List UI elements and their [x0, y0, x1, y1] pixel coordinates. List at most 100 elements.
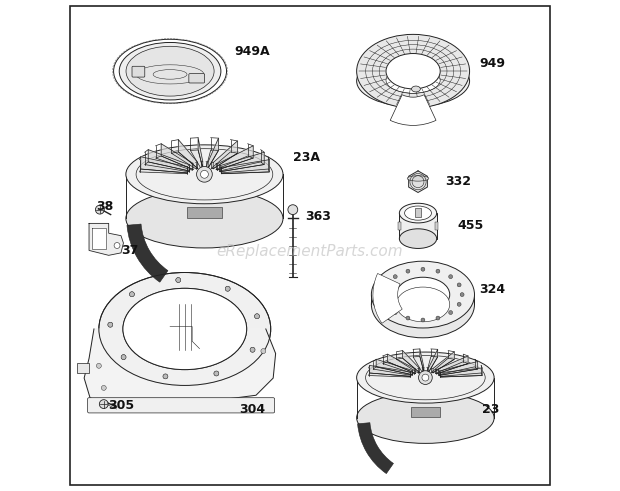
Bar — [399, 213, 436, 239]
Circle shape — [421, 267, 425, 271]
Polygon shape — [89, 223, 123, 255]
Wedge shape — [373, 273, 402, 323]
Polygon shape — [383, 362, 415, 374]
Circle shape — [200, 170, 208, 178]
Text: 23: 23 — [482, 404, 499, 416]
Polygon shape — [440, 368, 482, 377]
Polygon shape — [435, 362, 468, 374]
Circle shape — [457, 283, 461, 287]
Circle shape — [197, 166, 212, 182]
Polygon shape — [161, 144, 193, 169]
Text: 324: 324 — [479, 283, 505, 296]
Ellipse shape — [356, 34, 469, 108]
Polygon shape — [144, 162, 190, 172]
Polygon shape — [369, 373, 410, 377]
Circle shape — [393, 274, 397, 278]
Ellipse shape — [386, 67, 440, 93]
Text: 305: 305 — [108, 399, 134, 411]
Circle shape — [418, 371, 432, 384]
Polygon shape — [190, 150, 203, 168]
Polygon shape — [413, 356, 424, 372]
Circle shape — [95, 205, 104, 214]
Circle shape — [101, 385, 106, 390]
Polygon shape — [376, 359, 412, 375]
Polygon shape — [420, 349, 424, 372]
Polygon shape — [179, 139, 198, 168]
Ellipse shape — [99, 273, 271, 385]
Circle shape — [436, 269, 440, 273]
Polygon shape — [198, 137, 203, 168]
Polygon shape — [92, 228, 106, 249]
FancyBboxPatch shape — [132, 66, 145, 77]
Polygon shape — [218, 146, 253, 170]
FancyBboxPatch shape — [189, 74, 205, 83]
Polygon shape — [440, 373, 482, 377]
Circle shape — [255, 314, 259, 319]
Circle shape — [422, 374, 429, 381]
Polygon shape — [409, 171, 427, 192]
Circle shape — [163, 374, 168, 379]
Ellipse shape — [407, 176, 429, 181]
Circle shape — [225, 286, 230, 291]
Circle shape — [393, 311, 397, 315]
Circle shape — [176, 277, 181, 282]
Ellipse shape — [396, 287, 450, 322]
Polygon shape — [140, 169, 188, 174]
Circle shape — [449, 311, 453, 315]
Polygon shape — [388, 354, 415, 373]
Text: 332: 332 — [445, 175, 471, 188]
Polygon shape — [141, 157, 188, 173]
Polygon shape — [436, 356, 468, 374]
Ellipse shape — [113, 39, 226, 103]
Text: 38: 38 — [97, 200, 113, 213]
Polygon shape — [427, 356, 438, 372]
Circle shape — [108, 322, 113, 327]
Polygon shape — [428, 349, 438, 372]
Text: 304: 304 — [239, 404, 265, 416]
Circle shape — [261, 349, 266, 354]
Ellipse shape — [371, 271, 474, 338]
Circle shape — [99, 400, 108, 409]
Circle shape — [130, 292, 135, 297]
Ellipse shape — [119, 43, 221, 100]
Polygon shape — [220, 152, 264, 172]
Circle shape — [385, 283, 389, 287]
Text: 363: 363 — [305, 210, 331, 222]
Bar — [77, 363, 89, 373]
Circle shape — [406, 316, 410, 320]
Circle shape — [108, 322, 113, 327]
Text: 37: 37 — [121, 244, 138, 257]
Circle shape — [250, 347, 255, 352]
Polygon shape — [432, 358, 454, 373]
Polygon shape — [219, 162, 264, 172]
Polygon shape — [171, 152, 198, 169]
Circle shape — [214, 371, 219, 376]
Polygon shape — [221, 160, 269, 174]
Circle shape — [288, 205, 298, 215]
Ellipse shape — [126, 145, 283, 204]
Circle shape — [385, 302, 389, 306]
Text: 455: 455 — [458, 219, 484, 232]
Bar — [410, 407, 440, 417]
Polygon shape — [370, 365, 410, 377]
Ellipse shape — [356, 55, 469, 107]
FancyBboxPatch shape — [87, 398, 275, 413]
Ellipse shape — [356, 352, 494, 403]
Polygon shape — [221, 169, 269, 174]
Text: 23A: 23A — [293, 151, 320, 164]
Polygon shape — [402, 351, 419, 373]
Ellipse shape — [371, 261, 474, 328]
Polygon shape — [373, 367, 412, 375]
Polygon shape — [213, 141, 237, 169]
Text: eReplacementParts.com: eReplacementParts.com — [216, 244, 404, 259]
Polygon shape — [396, 358, 419, 373]
Ellipse shape — [126, 189, 283, 248]
Polygon shape — [439, 361, 477, 375]
Ellipse shape — [386, 54, 440, 89]
Circle shape — [460, 293, 464, 297]
Polygon shape — [216, 156, 253, 170]
Polygon shape — [156, 156, 193, 170]
Polygon shape — [211, 152, 237, 169]
Wedge shape — [390, 95, 436, 125]
Ellipse shape — [126, 46, 214, 96]
